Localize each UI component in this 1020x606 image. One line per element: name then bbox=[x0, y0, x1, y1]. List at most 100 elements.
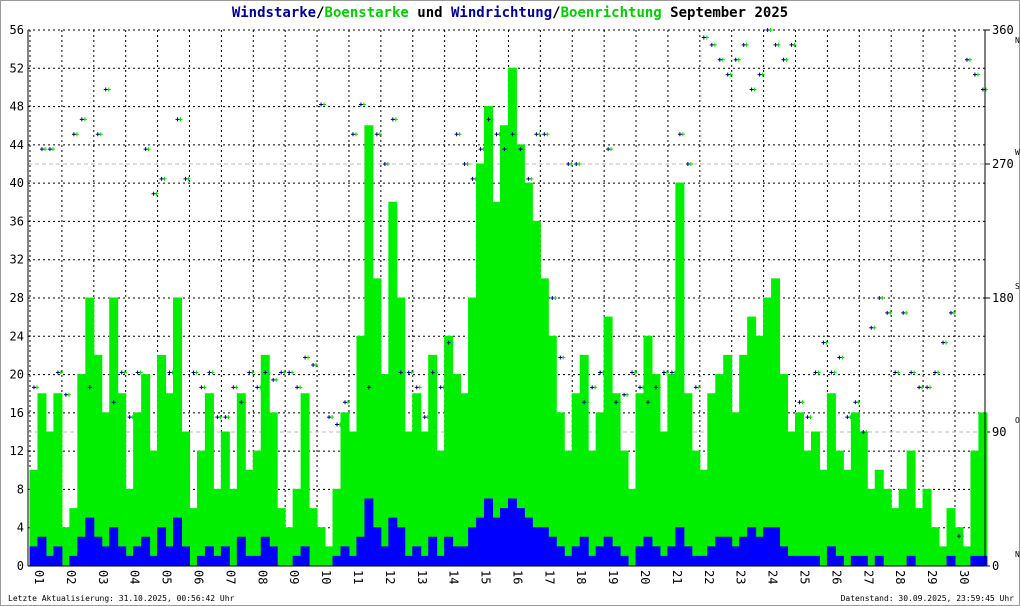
chart-title: Windstarke/Boenstarke und Windrichtung/B… bbox=[0, 5, 1020, 21]
direction-point bbox=[645, 400, 650, 405]
direction-point bbox=[972, 72, 977, 77]
title-und: und bbox=[408, 5, 451, 21]
direction-point bbox=[638, 385, 643, 390]
direction-point bbox=[199, 385, 204, 390]
direction-point bbox=[247, 370, 252, 375]
title-windstarke: Windstarke bbox=[231, 5, 317, 21]
y-right-tick-label: 360 bbox=[992, 23, 1014, 37]
direction-point bbox=[438, 385, 443, 390]
direction-point bbox=[709, 42, 714, 47]
direction-point bbox=[183, 176, 188, 181]
x-tick-label: 22 bbox=[702, 570, 716, 584]
x-tick-label: 29 bbox=[925, 570, 939, 584]
x-tick-label: 08 bbox=[255, 570, 269, 584]
direction-point bbox=[390, 117, 395, 122]
direction-point bbox=[773, 42, 778, 47]
direction-point bbox=[263, 370, 268, 375]
direction-point bbox=[470, 176, 475, 181]
x-tick-label: 13 bbox=[415, 570, 429, 584]
direction-point bbox=[167, 370, 172, 375]
x-tick-label: 24 bbox=[766, 570, 780, 584]
direction-point bbox=[964, 57, 969, 62]
direction-point bbox=[518, 147, 523, 152]
direction-point bbox=[701, 35, 706, 40]
y-right-tick-label: 180 bbox=[992, 291, 1014, 305]
direction-point bbox=[327, 415, 332, 420]
direction-point bbox=[47, 147, 52, 152]
y-right-tick-label: 270 bbox=[992, 157, 1014, 171]
y-left-tick-label: 0 bbox=[17, 559, 24, 573]
y-left-tick-label: 4 bbox=[17, 521, 24, 535]
direction-point bbox=[853, 400, 858, 405]
direction-point bbox=[550, 296, 555, 300]
direction-point bbox=[725, 72, 730, 77]
direction-point bbox=[279, 370, 284, 375]
direction-point bbox=[941, 340, 946, 345]
x-tick-label: 23 bbox=[734, 570, 748, 584]
direction-point bbox=[821, 340, 826, 345]
y-left-tick-label: 16 bbox=[10, 406, 24, 420]
direction-point bbox=[917, 385, 922, 390]
gust-area bbox=[29, 67, 988, 567]
direction-point bbox=[630, 370, 635, 375]
direction-point bbox=[757, 72, 762, 77]
direction-point bbox=[350, 132, 355, 137]
direction-point bbox=[103, 87, 108, 92]
direction-point bbox=[31, 385, 36, 390]
direction-point bbox=[374, 132, 379, 137]
direction-point bbox=[119, 370, 124, 375]
direction-point bbox=[861, 430, 866, 434]
direction-point bbox=[558, 355, 563, 360]
direction-point bbox=[653, 385, 658, 390]
direction-point bbox=[159, 176, 164, 181]
direction-point bbox=[422, 415, 427, 420]
x-tick-label: 20 bbox=[638, 570, 652, 584]
x-tick-label: 03 bbox=[96, 570, 110, 584]
direction-point bbox=[454, 132, 459, 137]
direction-point bbox=[398, 370, 403, 375]
data-status: Datenstand: 30.09.2025, 23:59:45 Uhr bbox=[840, 594, 1014, 603]
direction-point bbox=[733, 57, 738, 62]
title-windrichtung: Windrichtung bbox=[451, 5, 553, 21]
direction-point bbox=[598, 370, 603, 375]
x-tick-label: 11 bbox=[351, 570, 365, 584]
title-boenrichtung: Boenrichtung bbox=[560, 5, 662, 21]
x-tick-label: 26 bbox=[829, 570, 843, 584]
direction-point bbox=[231, 385, 236, 390]
direction-point bbox=[215, 415, 220, 420]
direction-point bbox=[893, 370, 898, 375]
direction-point bbox=[311, 363, 316, 367]
direction-point bbox=[949, 310, 954, 315]
y-left-tick-label: 36 bbox=[10, 214, 24, 228]
direction-point bbox=[526, 176, 531, 181]
x-tick-label: 17 bbox=[542, 570, 556, 584]
direction-point bbox=[606, 147, 611, 152]
direction-point bbox=[829, 370, 834, 375]
x-tick-label: 10 bbox=[319, 570, 333, 584]
y-right-tick-label: 90 bbox=[992, 425, 1006, 439]
direction-point bbox=[366, 385, 371, 390]
direction-point bbox=[358, 102, 363, 107]
direction-point bbox=[980, 87, 985, 92]
x-tick-label: 14 bbox=[447, 570, 461, 584]
direction-point bbox=[87, 385, 92, 390]
direction-point bbox=[494, 132, 499, 137]
y-left-tick-label: 8 bbox=[17, 482, 24, 496]
direction-point bbox=[478, 147, 483, 152]
title-month: September 2025 bbox=[661, 5, 789, 21]
direction-point bbox=[590, 385, 595, 390]
x-tick-label: 30 bbox=[957, 570, 971, 584]
direction-point bbox=[909, 370, 914, 375]
direction-point bbox=[406, 370, 411, 375]
direction-point bbox=[287, 370, 292, 375]
direction-point bbox=[901, 310, 906, 315]
compass-label: N bbox=[1015, 550, 1020, 559]
direction-point bbox=[677, 132, 682, 137]
x-tick-label: 15 bbox=[479, 570, 493, 584]
compass-label: O bbox=[1015, 416, 1020, 425]
last-update: Letzte Aktualisierung: 31.10.2025, 00:56… bbox=[8, 594, 235, 603]
x-tick-label: 16 bbox=[510, 570, 524, 584]
direction-point bbox=[127, 415, 132, 420]
direction-point bbox=[717, 57, 722, 62]
title-sep: / bbox=[552, 5, 561, 21]
